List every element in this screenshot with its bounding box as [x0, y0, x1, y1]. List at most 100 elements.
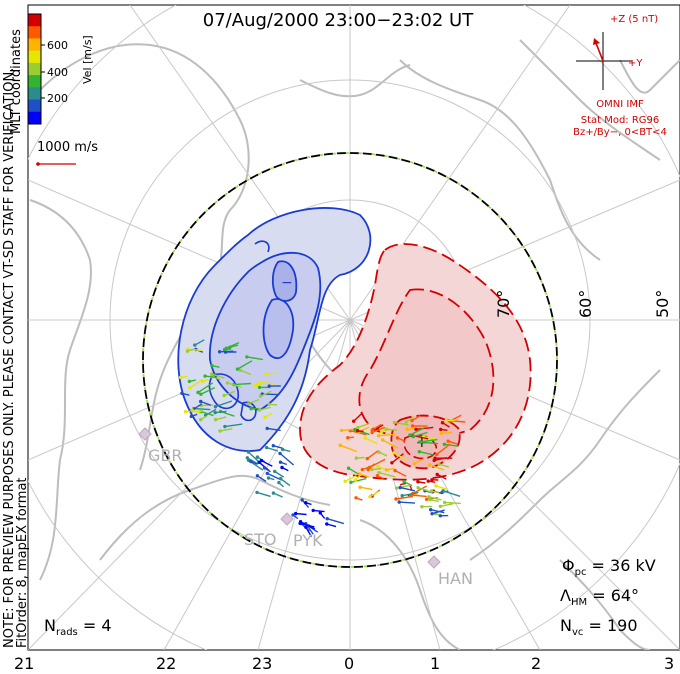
- velocity-vector: [190, 408, 202, 415]
- velocity-vector: [438, 514, 449, 518]
- velocity-vector: [278, 460, 288, 466]
- velocity-vector: [346, 436, 354, 440]
- velocity-vector: [408, 426, 426, 437]
- mlt-label-1: 1: [430, 654, 440, 673]
- mlt-label-2: 2: [531, 654, 541, 673]
- mlt-label-22: 22: [156, 654, 176, 673]
- velocity-vector: [366, 463, 375, 472]
- velocity-vector: [249, 459, 258, 465]
- velocity-vector: [258, 390, 272, 398]
- velocity-vector: [411, 431, 428, 439]
- velocity-vector: [235, 360, 253, 371]
- velocity-vector: [429, 508, 445, 514]
- velocity-vector: [225, 381, 242, 388]
- imf-condition: Bz+/By−, 0<BT<4: [573, 127, 667, 138]
- velocity-vector: [352, 412, 363, 423]
- velocity-vector: [397, 500, 416, 504]
- velocity-vector: [311, 508, 325, 513]
- colorbar-frame: [27, 13, 42, 125]
- colorbar-segment: [28, 111, 41, 125]
- scale-bar-origin: [36, 162, 40, 166]
- velocity-vector: [193, 339, 205, 347]
- velocity-vector: [368, 490, 381, 499]
- station-marker-han: [427, 555, 441, 569]
- velocity-vector: [222, 390, 235, 398]
- colorbar-segment: [28, 87, 41, 101]
- velocity-vector: [304, 501, 312, 506]
- velocity-vector: [400, 491, 419, 498]
- velocity-vector: [441, 489, 461, 497]
- velocity-vector: [271, 491, 283, 498]
- velocity-vector: [273, 469, 285, 478]
- station-markers: [138, 427, 441, 569]
- mlt-label-21: 21: [14, 654, 34, 673]
- velocity-vector: [370, 467, 382, 472]
- mlt-label-23: 23: [252, 654, 272, 673]
- velocity-vector: [446, 439, 458, 445]
- mlt-axis: 21 22 23 0 1 2 3: [14, 654, 674, 673]
- velocity-vector: [442, 442, 459, 447]
- velocity-vector: [414, 426, 434, 431]
- colorbar-segment: [28, 38, 41, 52]
- latitude-label-70: 70°: [494, 290, 513, 318]
- imf-y-label: +Y: [628, 58, 643, 69]
- velocity-vector: [238, 368, 252, 376]
- velocity-vector: [255, 474, 267, 483]
- velocity-vector: [249, 407, 259, 411]
- svg-text:Nrads = 4: Nrads = 4: [44, 616, 112, 638]
- velocity-vector: [199, 415, 207, 422]
- velocity-vector: [370, 426, 386, 435]
- colorbar: [27, 13, 42, 125]
- velocity-vector: [267, 384, 281, 388]
- velocity-vector: [349, 477, 367, 484]
- velocity-vector: [377, 450, 388, 457]
- preview-note: NOTE: FOR PREVIEW PURPOSES ONLY. PLEASE …: [2, 68, 17, 648]
- velocity-vector: [210, 372, 225, 379]
- station-label-pyk: PYK: [293, 531, 323, 550]
- svg-text:−: −: [281, 275, 293, 291]
- station-label-han: HAN: [438, 569, 473, 588]
- velocity-vector: [435, 472, 447, 480]
- velocity-vector: [265, 426, 281, 432]
- colorbar-segment: [28, 99, 41, 113]
- velocity-vector: [417, 450, 434, 456]
- colorbar-segment: [28, 26, 41, 39]
- velocity-vector: [427, 463, 445, 471]
- colorbar-tick-600: 600: [47, 39, 68, 52]
- velocity-vector: [264, 372, 278, 376]
- map-title: 07/Aug/2000 23:00−23:02 UT: [203, 10, 474, 31]
- velocity-vector: [259, 458, 273, 467]
- velocity-vector: [213, 400, 233, 409]
- velocity-vector: [246, 450, 260, 463]
- velocity-vector: [384, 467, 395, 472]
- velocity-vector: [410, 424, 428, 428]
- dawn-cell: +: [299, 243, 532, 497]
- mlt-label-0: 0: [344, 654, 354, 673]
- velocity-vector: [392, 451, 407, 461]
- velocity-vector: [416, 480, 426, 484]
- velocity-vector: [199, 399, 211, 406]
- velocity-vector: [439, 431, 453, 436]
- stat-n-rads: 4: [101, 616, 111, 635]
- velocity-vector: [199, 386, 216, 396]
- velocity-vector: [365, 450, 379, 461]
- velocity-vector: [428, 497, 439, 503]
- velocity-vector: [420, 505, 433, 509]
- velocity-vector: [196, 382, 214, 395]
- velocity-vector: [325, 517, 345, 525]
- velocity-vector: [304, 525, 313, 537]
- velocity-vector: [437, 462, 450, 468]
- velocity-vector: [318, 511, 326, 519]
- velocity-vector: [189, 413, 198, 419]
- velocity-vector: [188, 379, 203, 390]
- velocity-vector: [384, 427, 398, 431]
- velocity-vector: [346, 466, 359, 475]
- colorbar-tick-200: 200: [47, 92, 68, 105]
- velocity-vector: [178, 375, 188, 380]
- station-marker-sto: [280, 512, 294, 526]
- velocity-vector: [218, 428, 233, 433]
- fit-order-note: FitOrder: 8, mapEX format: [15, 477, 30, 648]
- velocity-vector: [439, 427, 448, 432]
- imf-source: OMNI IMF: [596, 99, 644, 110]
